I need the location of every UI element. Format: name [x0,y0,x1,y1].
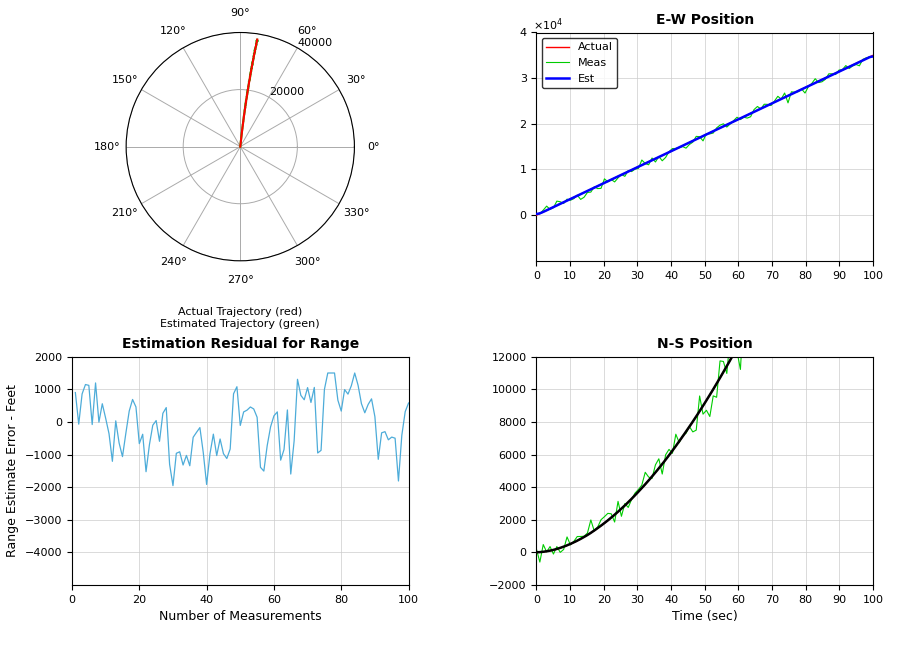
Meas [868,52,878,60]
Actual [850,60,861,68]
Est [868,53,878,60]
Actual [705,129,716,136]
Title: N-S Position: N-S Position [657,337,752,352]
Line: Actual: Actual [536,55,873,215]
Est [799,84,810,92]
Actual [596,181,607,188]
Est [762,101,773,109]
Est [531,210,542,218]
Meas [735,116,746,124]
Actual [531,211,542,219]
Actual [609,174,620,182]
Meas [599,175,610,183]
Title: Estimation Residual for Range: Estimation Residual for Range [122,337,359,352]
Actual [841,64,851,72]
Line: Est: Est [536,57,873,214]
Est [680,141,690,149]
Est [794,86,805,94]
Title: Actual Trajectory (red)
Estimated Trajectory (green): Actual Trajectory (red) Estimated Trajec… [160,307,320,329]
Actual [868,51,878,59]
Y-axis label: $\times 10^4$: $\times 10^4$ [534,16,563,32]
Meas [844,64,855,72]
Actual [732,116,742,124]
Meas [854,62,865,70]
Y-axis label: Range Estimate Error - Feet: Range Estimate Error - Feet [6,384,19,557]
Meas [531,210,542,218]
Est [667,147,678,155]
Meas [535,210,545,218]
X-axis label: Time (sec): Time (sec) [671,610,738,623]
Title: E-W Position: E-W Position [655,13,754,27]
Meas [707,129,718,137]
Est [565,195,576,203]
Legend: Actual, Meas, Est: Actual, Meas, Est [542,38,617,88]
X-axis label: Number of Measurements: Number of Measurements [159,610,321,623]
Line: Meas: Meas [536,56,873,214]
Meas [613,174,624,182]
